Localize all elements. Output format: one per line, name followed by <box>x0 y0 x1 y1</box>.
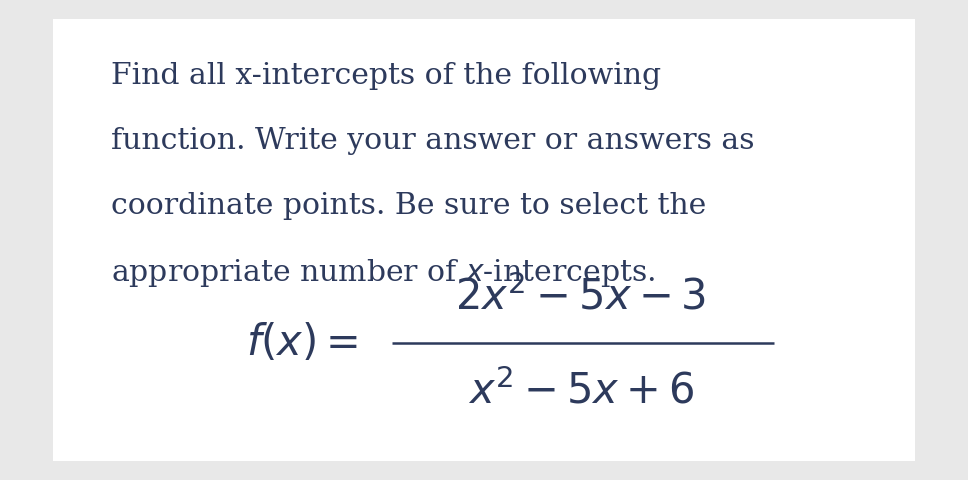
Text: Find all x-intercepts of the following: Find all x-intercepts of the following <box>111 62 661 90</box>
FancyBboxPatch shape <box>53 19 915 461</box>
Text: $x^2 - 5x + 6$: $x^2 - 5x + 6$ <box>468 370 694 412</box>
Text: appropriate number of $x$-intercepts.: appropriate number of $x$-intercepts. <box>111 257 655 289</box>
Text: coordinate points. Be sure to select the: coordinate points. Be sure to select the <box>111 192 707 220</box>
Text: function. Write your answer or answers as: function. Write your answer or answers a… <box>111 127 755 155</box>
Text: $2x^2 - 5x - 3$: $2x^2 - 5x - 3$ <box>455 276 707 319</box>
Text: $f(x) = $: $f(x) = $ <box>246 322 358 364</box>
